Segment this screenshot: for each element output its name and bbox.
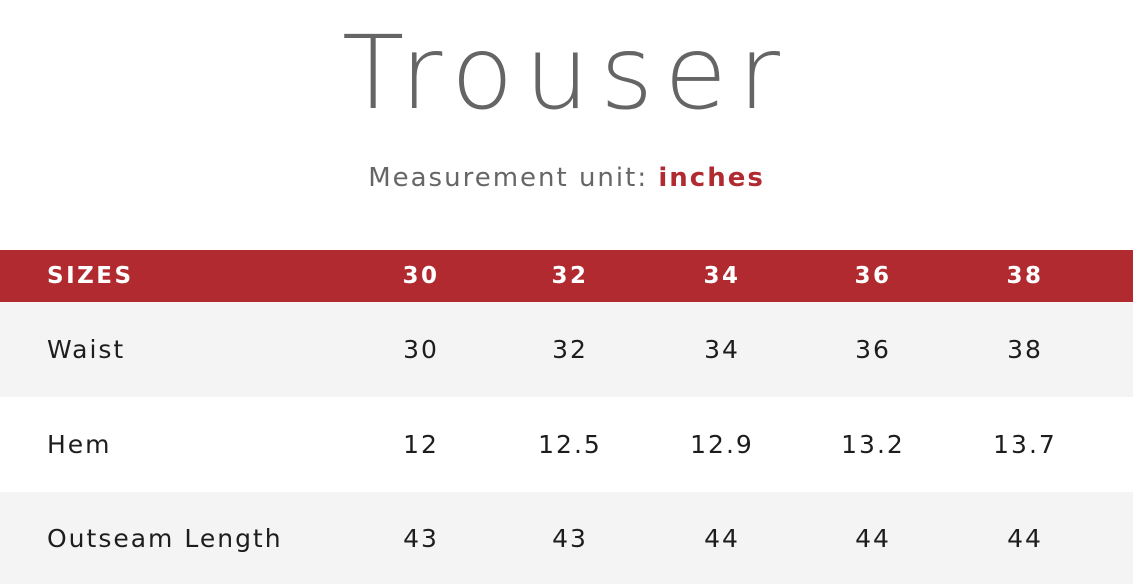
table-cell: 38 <box>1007 335 1043 364</box>
table-header-row: SIZES 30 32 34 36 38 <box>0 250 1133 302</box>
table-cell: 12 <box>403 430 439 459</box>
row-label: Waist <box>47 335 126 364</box>
header-sizes-label: SIZES <box>47 263 134 289</box>
table-cell: 13.2 <box>841 430 905 459</box>
table-cell: 36 <box>855 335 891 364</box>
table-cell: 43 <box>552 523 588 553</box>
table-cell: 32 <box>552 335 588 364</box>
table-cell: 44 <box>704 523 740 553</box>
table-cell: 43 <box>403 523 439 553</box>
table-cell: 12.5 <box>538 430 602 459</box>
header-size-32: 32 <box>551 263 589 289</box>
table-cell: 44 <box>855 523 891 553</box>
table-cell: 34 <box>704 335 740 364</box>
measurement-unit: Measurement unit: inches <box>0 160 1133 196</box>
row-label: Hem <box>47 430 112 459</box>
measurement-unit-label: Measurement unit: <box>368 163 649 193</box>
measurement-unit-value: inches <box>658 163 765 193</box>
header-size-34: 34 <box>703 263 741 289</box>
table-cell: 30 <box>403 335 439 364</box>
size-chart-table: SIZES 30 32 34 36 38 Waist 30 32 34 36 3… <box>0 250 1133 584</box>
row-label: Outseam Length <box>47 523 283 553</box>
table-cell: 44 <box>1007 523 1043 553</box>
header-size-36: 36 <box>854 263 892 289</box>
table-cell: 13.7 <box>993 430 1057 459</box>
page-title: Trouser <box>342 14 791 133</box>
table-row-hem: Hem 12 12.5 12.9 13.2 13.7 <box>0 397 1133 492</box>
table-row-waist: Waist 30 32 34 36 38 <box>0 302 1133 397</box>
header-size-38: 38 <box>1006 263 1044 289</box>
header-size-30: 30 <box>402 263 440 289</box>
table-cell: 12.9 <box>690 430 754 459</box>
table-row-outseam-length: Outseam Length 43 43 44 44 44 <box>0 492 1133 584</box>
